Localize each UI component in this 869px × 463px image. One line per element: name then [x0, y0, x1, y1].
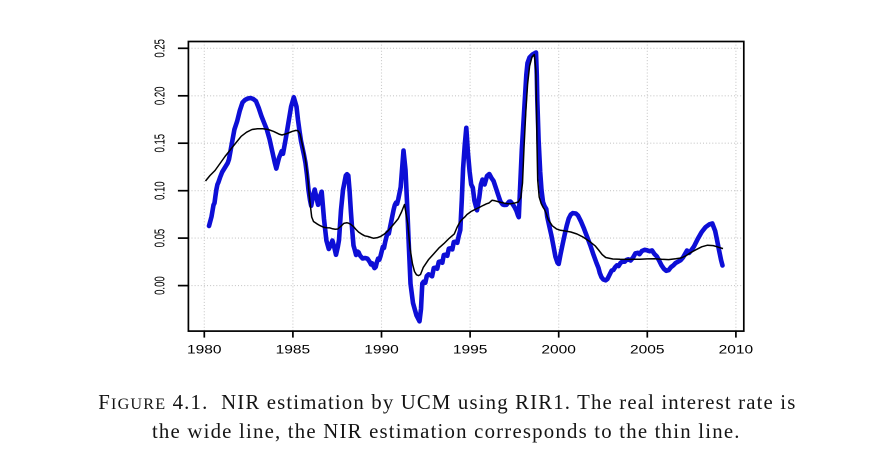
svg-text:0.05: 0.05 — [152, 229, 169, 248]
svg-text:0.10: 0.10 — [152, 181, 169, 200]
svg-text:2010: 2010 — [719, 342, 754, 356]
svg-text:FIGURE 4.1. NIR estimation by: FIGURE 4.1. NIR estimation by UCM using … — [98, 391, 795, 414]
svg-text:1985: 1985 — [276, 342, 311, 356]
svg-text:1980: 1980 — [187, 342, 222, 356]
svg-text:0.25: 0.25 — [152, 39, 169, 58]
svg-text:1990: 1990 — [364, 342, 399, 356]
svg-text:2005: 2005 — [630, 342, 665, 356]
svg-text:0.15: 0.15 — [152, 134, 169, 153]
svg-text:1995: 1995 — [453, 342, 488, 356]
svg-text:2000: 2000 — [541, 342, 576, 356]
svg-text:0.00: 0.00 — [152, 276, 169, 295]
svg-text:the wide line, the NIR estimat: the wide line, the NIR estimation corres… — [152, 420, 739, 443]
svg-text:0.20: 0.20 — [152, 87, 169, 106]
